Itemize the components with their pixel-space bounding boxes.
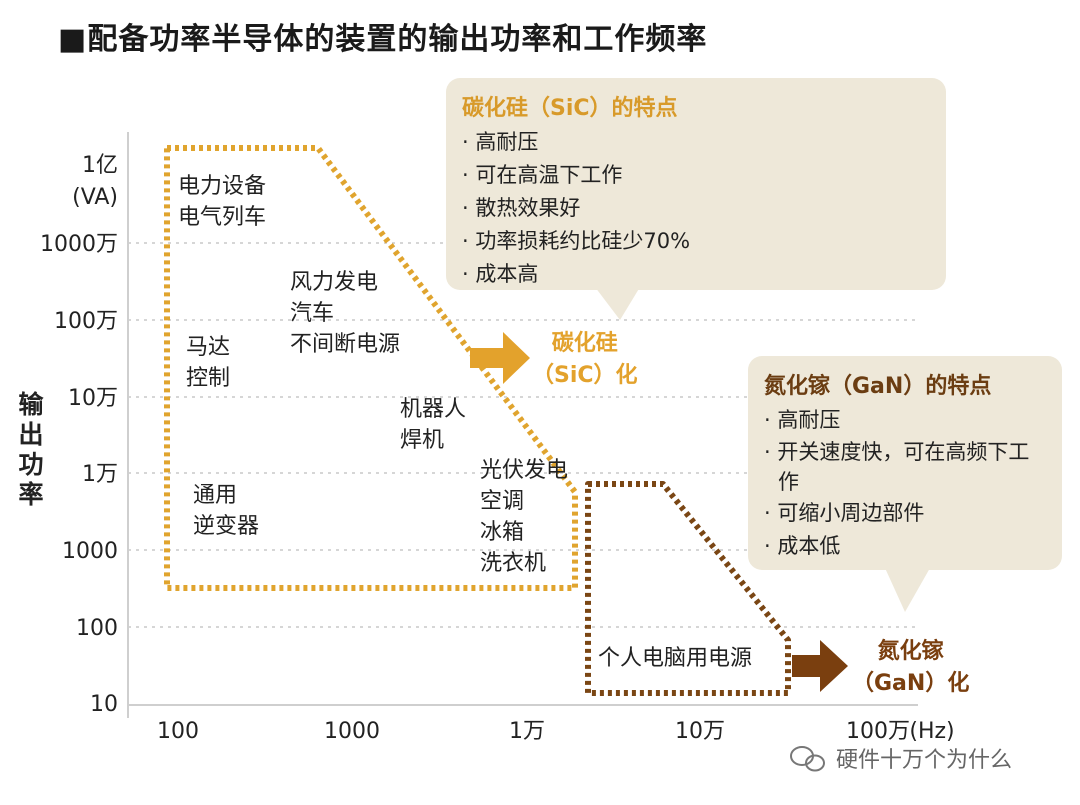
gan-feature: · 高耐压 <box>764 408 841 432</box>
sic-feature: · 可在高温下工作 <box>462 163 623 187</box>
y-tick-10: 10 <box>90 692 118 717</box>
gan-feature: · 成本低 <box>764 534 841 558</box>
gan-feature: · 可缩小周边部件 <box>764 501 925 525</box>
watermark: 硬件十万个为什么 <box>836 748 1013 773</box>
y-tick-1e8-unit: (VA) <box>72 185 118 210</box>
label-wind-car-ups: 风力发电 汽车 不间断电源 <box>290 270 401 357</box>
gan-region-outline <box>585 481 791 696</box>
label-motor-control: 马达 控制 <box>186 335 231 391</box>
gan-callout-pointer <box>885 568 930 612</box>
sic-feature: · 散热效果好 <box>462 196 581 220</box>
label-general-inverter: 通用 逆变器 <box>193 483 260 539</box>
label-power-equipment: 电力设备 电气列车 <box>178 174 267 230</box>
x-tick-1e6: 100万 <box>846 719 910 744</box>
x-tick-1000: 1000 <box>324 719 380 744</box>
y-tick-1e6: 100万 <box>54 309 118 334</box>
gan-feature-list: · 高耐压 · 开关速度快，可在高频下工作 · 可缩小周边部件 · 成本低 <box>764 404 1046 563</box>
sic-feature: · 高耐压 <box>462 130 539 154</box>
label-pc-power: 个人电脑用电源 <box>598 646 753 671</box>
y-tick-1e8: 1亿 <box>82 153 118 178</box>
wechat-icon <box>790 746 825 772</box>
y-axis-title: 输 出 功 率 <box>18 390 44 509</box>
x-tick-100: 100 <box>157 719 199 744</box>
sic-arrow <box>470 332 530 384</box>
gan-callout-title: 氮化镓（GaN）的特点 <box>764 374 992 399</box>
x-tick-1e5: 10万 <box>675 719 725 744</box>
sic-feature: · 成本高 <box>462 262 539 286</box>
x-tick-1e4: 1万 <box>509 719 545 744</box>
y-tick-1e4: 1万 <box>82 462 118 487</box>
page-title: ■配备功率半导体的装置的输出功率和工作频率 <box>58 22 708 57</box>
sic-callout-pointer <box>595 287 640 320</box>
sic-feature-list: · 高耐压 · 可在高温下工作 · 散热效果好 · 功率损耗约比硅少70% · … <box>462 126 930 291</box>
gan-callout: 氮化镓（GaN）的特点 · 高耐压 · 开关速度快，可在高频下工作 · 可缩小周… <box>748 356 1062 570</box>
x-axis-unit: (Hz) <box>909 719 954 744</box>
gan-feature: · 开关速度快，可在高频下工作 <box>764 440 1030 494</box>
sic-callout-title: 碳化硅（SiC）的特点 <box>462 96 678 121</box>
label-solar-ac-fridge: 光伏发电 空调 冰箱 洗衣机 <box>480 458 569 576</box>
y-tick-1e5: 10万 <box>68 386 118 411</box>
sic-arrow-label: 碳化硅 （SiC）化 <box>532 331 638 388</box>
gan-arrow-label: 氮化镓 （GaN）化 <box>852 639 970 696</box>
y-tick-1e7: 1000万 <box>40 232 118 257</box>
sic-callout: 碳化硅（SiC）的特点 · 高耐压 · 可在高温下工作 · 散热效果好 · 功率… <box>446 78 946 290</box>
y-tick-1000: 1000 <box>62 539 118 564</box>
label-robot-welder: 机器人 焊机 <box>400 397 467 453</box>
y-tick-100: 100 <box>76 616 118 641</box>
sic-feature: · 功率损耗约比硅少70% <box>462 229 691 253</box>
gan-arrow <box>792 640 848 692</box>
